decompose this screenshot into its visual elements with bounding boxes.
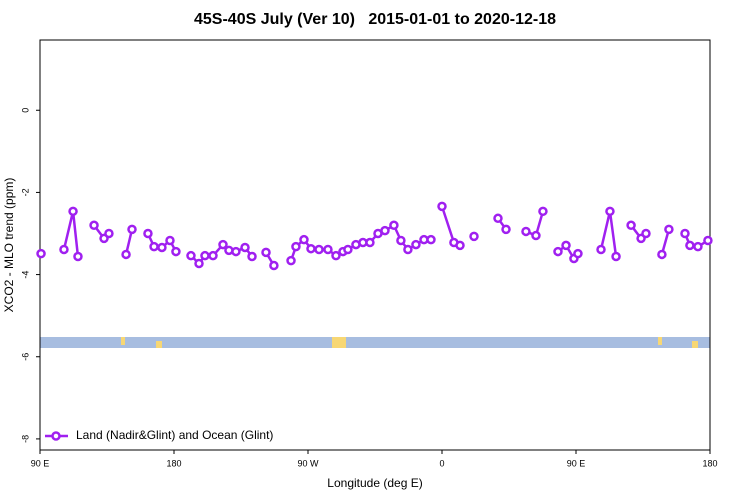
data-point	[247, 251, 257, 262]
data-point	[218, 239, 228, 250]
data-point	[605, 206, 615, 217]
data-point	[426, 234, 436, 245]
data-point	[380, 225, 390, 236]
data-point	[493, 213, 503, 224]
data-point	[143, 228, 153, 239]
y-tick-label: -2	[20, 188, 30, 196]
data-point	[596, 244, 606, 255]
data-point	[693, 241, 703, 252]
data-point	[149, 241, 159, 252]
chart-title: 45S-40S July (Ver 10) 2015-01-01 to 2020…	[194, 11, 556, 28]
land-patch	[692, 341, 698, 348]
data-point	[611, 251, 621, 262]
y-tick-label: -8	[20, 435, 30, 443]
land-patch	[121, 337, 125, 345]
data-point	[231, 246, 241, 257]
data-point	[104, 228, 114, 239]
data-point	[680, 228, 690, 239]
data-point	[641, 228, 651, 239]
data-point	[261, 247, 271, 258]
x-tick-label: 0	[439, 458, 444, 468]
data-point	[194, 258, 204, 269]
data-point	[68, 206, 78, 217]
data-point	[291, 241, 301, 252]
y-tick-label: -6	[20, 353, 30, 361]
data-point	[73, 251, 83, 262]
plot-frame	[39, 39, 711, 451]
data-point	[411, 239, 421, 250]
x-tick-label: 90 E	[31, 458, 50, 468]
land-patch	[332, 337, 346, 348]
data-point	[403, 244, 413, 255]
data-point	[553, 246, 563, 257]
data-point	[165, 235, 175, 246]
x-tick-label: 180	[166, 458, 181, 468]
data-point	[314, 244, 324, 255]
data-point	[286, 255, 296, 266]
data-point	[343, 244, 353, 255]
land-ocean-strip	[40, 337, 710, 348]
data-point	[306, 243, 316, 254]
data-point	[389, 220, 399, 231]
data-point	[396, 235, 406, 246]
data-point	[127, 224, 137, 235]
data-point	[703, 235, 713, 246]
data-point	[331, 250, 341, 261]
data-point	[200, 250, 210, 261]
data-point	[521, 226, 531, 237]
data-point	[89, 220, 99, 231]
data-point	[531, 230, 541, 241]
land-patch	[658, 337, 662, 345]
data-point	[626, 220, 636, 231]
x-tick-label: 90 W	[297, 458, 319, 468]
data-point	[36, 248, 46, 259]
y-tick-label: 0	[20, 108, 30, 113]
data-point	[685, 240, 695, 251]
data-point	[208, 250, 218, 261]
data-point	[501, 224, 511, 235]
x-tick-label: 90 E	[567, 458, 586, 468]
ocean-strip	[40, 337, 710, 348]
land-patch	[156, 341, 162, 348]
data-point	[469, 231, 479, 242]
x-axis-label: Longitude (deg E)	[327, 476, 422, 490]
data-point	[573, 248, 583, 259]
y-axis-label: XCO2 - MLO trend (ppm)	[2, 178, 16, 313]
data-point	[121, 249, 131, 260]
data-point	[269, 260, 279, 271]
data-point	[561, 240, 571, 251]
data-point	[323, 244, 333, 255]
data-point	[157, 242, 167, 253]
data-point	[365, 237, 375, 248]
data-point	[455, 240, 465, 251]
data-point	[171, 246, 181, 257]
data-point	[299, 234, 309, 245]
legend-marker	[51, 431, 61, 441]
data-point	[657, 249, 667, 260]
legend-label: Land (Nadir&Glint) and Ocean (Glint)	[76, 428, 273, 442]
data-point	[437, 201, 447, 212]
y-tick-label: -4	[20, 271, 30, 279]
data-point	[59, 244, 69, 255]
data-point	[240, 242, 250, 253]
data-point	[538, 206, 548, 217]
x-tick-label: 180	[702, 458, 717, 468]
data-point	[664, 224, 674, 235]
data-point	[186, 250, 196, 261]
